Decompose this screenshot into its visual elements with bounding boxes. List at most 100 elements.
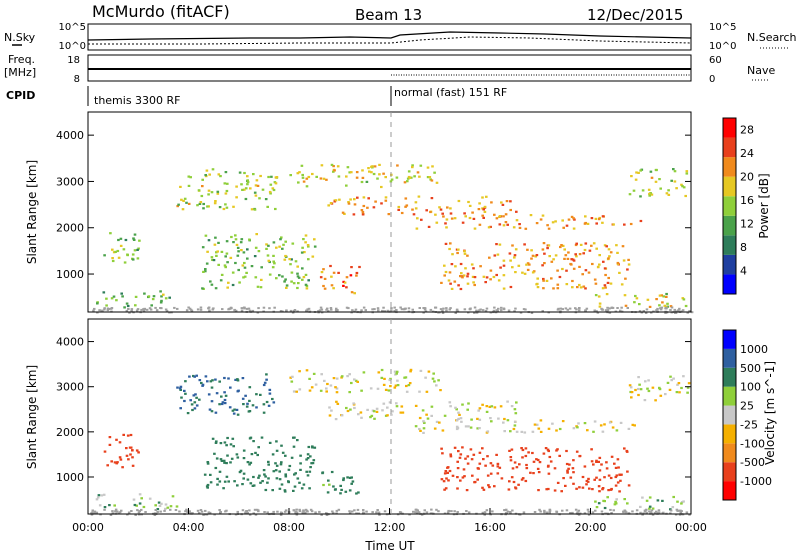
echo-cell xyxy=(567,218,571,221)
ground-scatter-cell xyxy=(454,312,457,314)
echo-cell xyxy=(292,390,296,393)
echo-cell xyxy=(374,200,377,203)
echo-cell xyxy=(672,495,675,499)
echo-cell xyxy=(502,274,506,277)
ground-scatter-cell xyxy=(149,308,153,311)
echo-cell xyxy=(136,248,139,251)
ground-scatter-cell xyxy=(244,511,247,514)
echo-cell xyxy=(524,454,528,458)
echo-cell xyxy=(551,221,555,224)
ground-scatter-cell xyxy=(383,510,387,513)
echo-cell xyxy=(451,253,454,256)
echo-cell xyxy=(257,446,260,449)
echo-cell xyxy=(459,479,462,482)
echo-cell xyxy=(443,274,446,277)
echo-cell xyxy=(461,403,464,406)
echo-cell xyxy=(224,171,228,174)
echo-cell xyxy=(423,421,426,424)
ground-scatter-cell xyxy=(103,508,106,511)
echo-cell xyxy=(111,248,114,251)
echo-cell xyxy=(292,445,296,448)
echo-cell xyxy=(258,474,261,477)
echo-cell xyxy=(471,211,474,214)
echo-cell xyxy=(329,384,333,387)
echo-cell xyxy=(323,379,326,382)
echo-cell xyxy=(556,481,560,484)
ground-scatter-cell xyxy=(591,511,595,514)
echo-cell xyxy=(459,275,462,278)
echo-cell xyxy=(409,368,413,371)
ground-scatter-cell xyxy=(318,309,322,312)
velocity-colorbar-tick: -500 xyxy=(740,456,765,469)
echo-cell xyxy=(648,507,651,510)
echo-cell xyxy=(334,199,338,202)
ground-scatter-cell xyxy=(247,307,251,310)
echo-cell xyxy=(333,169,336,172)
ground-scatter-cell xyxy=(456,511,459,513)
echo-cell xyxy=(225,240,229,243)
echo-cell xyxy=(489,225,492,228)
echo-cell xyxy=(654,180,658,183)
echo-cell xyxy=(525,467,529,470)
echo-cell xyxy=(449,242,452,245)
echo-cell xyxy=(473,227,477,230)
echo-cell xyxy=(438,206,441,209)
ground-scatter-cell xyxy=(578,309,581,312)
echo-cell xyxy=(408,382,412,385)
echo-cell xyxy=(521,271,524,274)
echo-cell xyxy=(472,453,476,456)
echo-cell xyxy=(513,254,517,257)
echo-cell xyxy=(453,446,457,449)
echo-cell xyxy=(502,421,505,424)
ground-scatter-cell xyxy=(493,306,496,309)
echo-cell xyxy=(280,483,284,486)
echo-cell xyxy=(189,399,192,402)
echo-cell xyxy=(477,409,480,412)
ground-scatter-cell xyxy=(95,511,99,514)
ground-scatter-cell xyxy=(596,311,600,314)
echo-cell xyxy=(308,470,312,473)
echo-cell xyxy=(635,171,638,174)
echo-cell xyxy=(260,266,263,269)
echo-cell xyxy=(424,376,427,379)
echo-cell xyxy=(449,207,452,210)
echo-cell xyxy=(298,171,301,174)
echo-cell xyxy=(217,263,220,266)
echo-cell xyxy=(192,394,196,397)
echo-cell xyxy=(577,422,580,425)
echo-cell xyxy=(591,488,594,491)
ground-scatter-cell xyxy=(514,307,517,310)
echo-cell xyxy=(329,264,332,268)
echo-cell xyxy=(618,271,621,274)
echo-cell xyxy=(117,238,120,242)
ground-scatter-cell xyxy=(648,510,651,513)
echo-cell xyxy=(227,480,230,483)
echo-cell xyxy=(233,408,236,411)
echo-cell xyxy=(542,242,546,245)
ground-scatter-cell xyxy=(145,308,149,311)
echo-cell xyxy=(246,402,249,405)
ground-scatter-cell xyxy=(330,308,333,311)
echo-cell xyxy=(579,243,583,246)
ground-scatter-cell xyxy=(134,514,137,516)
echo-cell xyxy=(257,476,260,479)
ground-scatter-cell xyxy=(616,307,619,309)
ground-scatter-cell xyxy=(302,511,306,514)
echo-cell xyxy=(410,176,413,179)
echo-cell xyxy=(201,383,205,386)
ground-scatter-cell xyxy=(505,512,508,515)
echo-cell xyxy=(478,202,481,205)
echo-cell xyxy=(646,298,650,301)
echo-cell xyxy=(565,449,568,453)
echo-cell xyxy=(400,405,404,408)
echo-cell xyxy=(120,292,123,295)
echo-cell xyxy=(455,419,459,422)
ground-scatter-cell xyxy=(295,511,299,514)
echo-cell xyxy=(119,458,123,461)
echo-cell xyxy=(478,407,482,410)
echo-cell xyxy=(496,253,500,256)
echo-cell xyxy=(498,223,502,226)
echo-cell xyxy=(572,267,576,270)
echo-cell xyxy=(160,299,163,302)
echo-cell xyxy=(319,276,323,279)
